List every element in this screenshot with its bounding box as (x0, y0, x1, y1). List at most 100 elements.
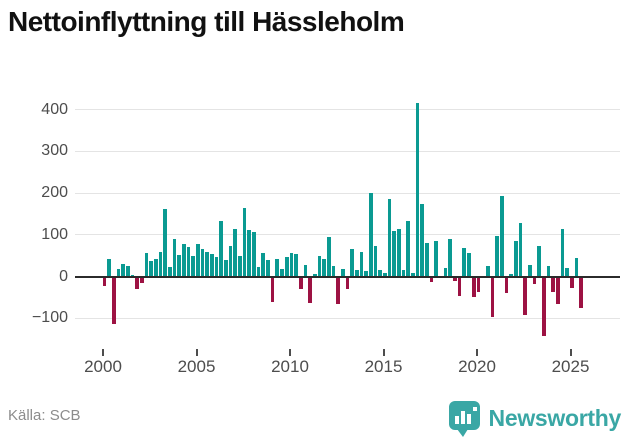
bar (107, 258, 111, 277)
bar (111, 276, 116, 325)
chart-area: 400 300 200 100 0 −100 2000 2005 2010 2015 2020 202… (32, 100, 620, 376)
x-axis-tick (382, 349, 385, 356)
bar (163, 208, 167, 277)
bar (284, 257, 289, 277)
gridline (75, 317, 620, 319)
bar (518, 223, 523, 277)
bar (499, 195, 504, 277)
y-axis-label: 0 (59, 267, 68, 285)
y-axis-label: 400 (41, 100, 68, 118)
bar (214, 256, 219, 277)
y-axis-label: 200 (41, 184, 68, 201)
bar (172, 238, 177, 277)
bar (158, 252, 163, 277)
bar (532, 276, 537, 285)
bar (238, 256, 242, 277)
bar (392, 230, 397, 277)
bar (350, 248, 354, 277)
bar (368, 193, 373, 277)
bar (555, 276, 560, 305)
bar (383, 273, 387, 277)
bar (205, 252, 210, 277)
bar (457, 276, 462, 296)
bar (425, 243, 429, 277)
bar (406, 221, 411, 277)
bar (322, 259, 326, 277)
bar (565, 268, 569, 277)
bar (401, 270, 406, 277)
gridline (75, 234, 620, 236)
bar (537, 246, 541, 277)
bar (560, 229, 565, 277)
bar (471, 276, 476, 297)
bar (579, 276, 584, 309)
bar (210, 253, 214, 277)
bar (261, 252, 266, 277)
bar (308, 276, 312, 304)
bar (116, 268, 121, 277)
x-axis-label: 2010 (271, 357, 309, 376)
gridline (75, 150, 620, 152)
gridline (75, 109, 620, 110)
bar (326, 236, 331, 277)
page-title: Nettoinflyttning till Hässleholm (8, 6, 405, 37)
bar (135, 276, 139, 289)
bar (294, 254, 298, 277)
bar (541, 276, 546, 337)
bar (513, 241, 518, 277)
bar (546, 265, 551, 277)
bar (256, 267, 261, 277)
x-axis-tick (195, 349, 198, 356)
bar (280, 269, 284, 277)
bar (331, 266, 336, 277)
x-axis-label: 2000 (84, 357, 122, 376)
bar (364, 271, 368, 277)
bar (275, 258, 280, 277)
bar (345, 276, 350, 289)
bar (242, 208, 247, 277)
bar (125, 266, 130, 277)
bar (373, 246, 378, 277)
bar (303, 264, 308, 277)
bar (411, 273, 415, 277)
bar (233, 228, 238, 277)
bar (443, 268, 448, 277)
bar (312, 274, 317, 277)
bar (144, 253, 149, 277)
bar (420, 204, 425, 277)
bar (340, 268, 345, 277)
bar (570, 276, 574, 288)
bar (289, 252, 294, 277)
bar (270, 276, 275, 302)
y-axis-label: 100 (41, 225, 68, 243)
bar (266, 259, 270, 277)
bar (247, 229, 252, 277)
bar (317, 256, 322, 277)
bar (336, 276, 340, 305)
x-axis-tick (476, 349, 478, 356)
bar (191, 256, 195, 277)
source-label: Källa: SCB (8, 407, 81, 424)
bar (177, 254, 181, 277)
bar (527, 264, 532, 277)
newsworthy-logo[interactable]: Newsworthy (448, 400, 621, 437)
bar (359, 252, 364, 277)
x-axis-tick (569, 349, 572, 356)
bar (495, 236, 499, 277)
bar (102, 276, 107, 286)
bar (397, 229, 401, 277)
bar (167, 267, 172, 277)
bar (415, 103, 420, 277)
bar (429, 276, 434, 282)
bar (219, 220, 224, 277)
bar (200, 248, 205, 277)
x-axis-tick (289, 349, 291, 356)
bar (434, 241, 439, 277)
bar (453, 276, 457, 281)
gridline (75, 192, 620, 194)
x-axis-label: 2015 (364, 357, 403, 376)
bar (490, 276, 495, 317)
bar (387, 199, 392, 277)
bar (153, 258, 158, 277)
zero-axis-line (75, 275, 620, 278)
